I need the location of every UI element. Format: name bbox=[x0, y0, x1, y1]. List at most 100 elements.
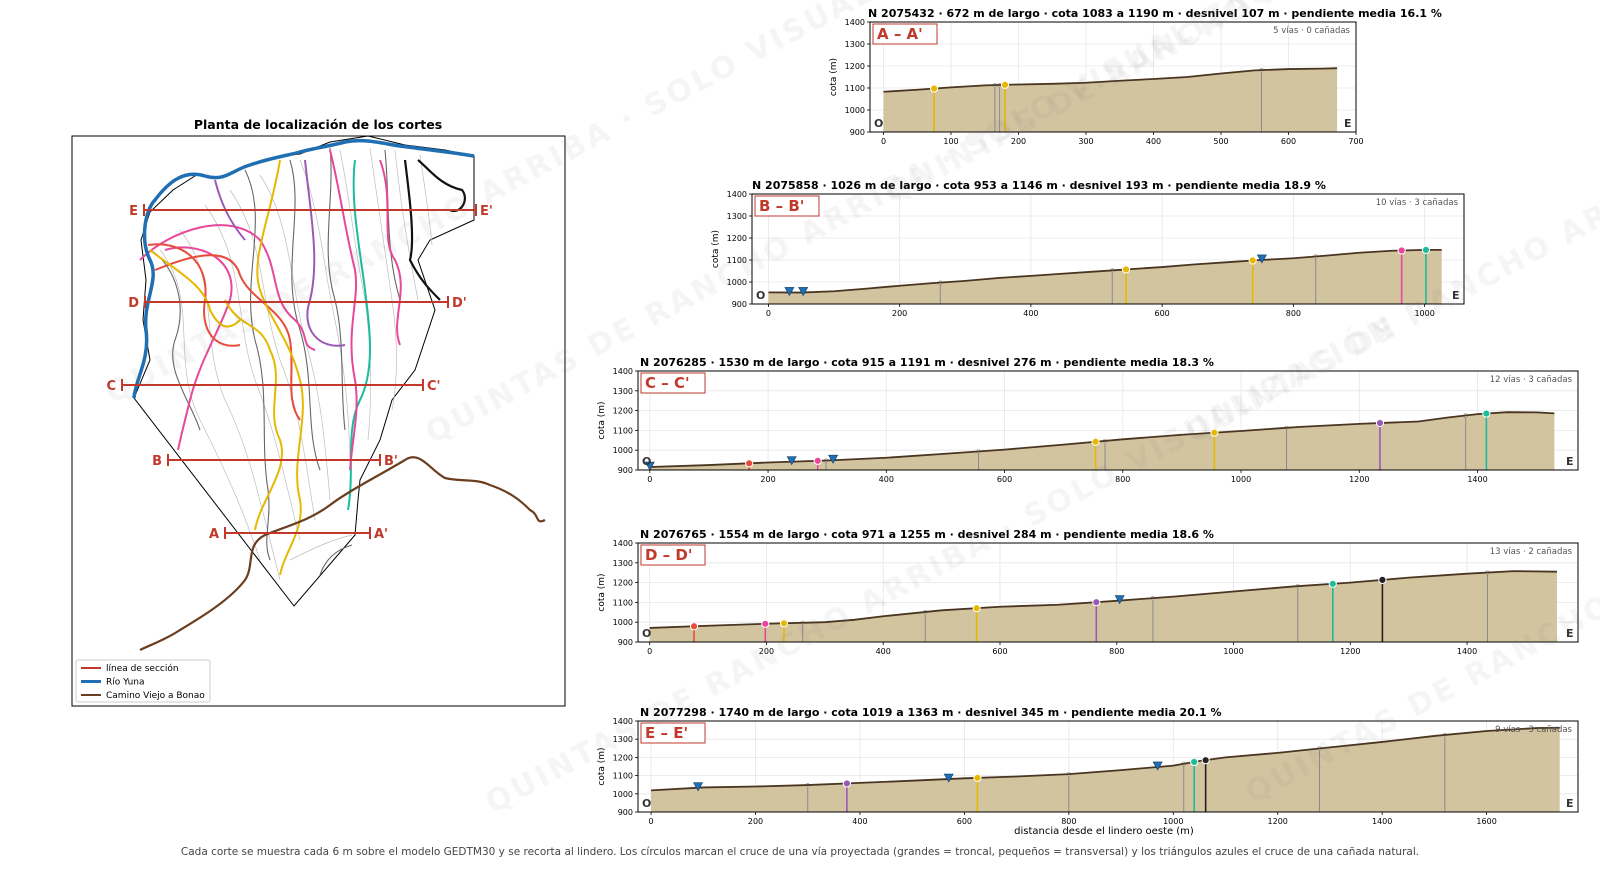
contour-index-lines bbox=[149, 147, 401, 576]
y-tick-label: 1300 bbox=[845, 40, 865, 49]
canada-marker bbox=[1114, 595, 1125, 605]
x-tick-label: 200 bbox=[759, 647, 774, 656]
canada-marker bbox=[644, 461, 655, 471]
road-crossing-marker bbox=[842, 779, 851, 788]
profile-header: N 2075432 · 672 m de largo · cota 1083 a… bbox=[868, 7, 1442, 20]
x-tick-label: 400 bbox=[852, 817, 867, 826]
x-tick-label: 600 bbox=[997, 475, 1012, 484]
x-tick-label: 400 bbox=[876, 647, 891, 656]
section-counts: 12 vías · 3 cañadas bbox=[1490, 375, 1573, 385]
east-label: E bbox=[1566, 797, 1574, 810]
terrain-area bbox=[768, 249, 1442, 304]
road-crossing-marker bbox=[1201, 756, 1210, 765]
section-label-west: A bbox=[209, 527, 219, 542]
road-crossing-marker bbox=[973, 773, 982, 782]
canada-marker bbox=[798, 287, 809, 297]
y-tick-label: 1300 bbox=[613, 735, 633, 744]
section-name-box bbox=[872, 23, 938, 45]
y-tick-label: 1100 bbox=[613, 426, 633, 435]
x-tick-label: 200 bbox=[748, 817, 763, 826]
section-label-east: E' bbox=[480, 204, 493, 219]
canada-marker bbox=[943, 773, 954, 783]
road-crossing-marker bbox=[779, 619, 789, 628]
x-tick-label: 1400 bbox=[1372, 817, 1392, 826]
y-tick-label: 900 bbox=[618, 808, 633, 817]
west-label: O bbox=[642, 455, 651, 468]
road-crossing-marker bbox=[1092, 598, 1101, 607]
section-label-west: C bbox=[106, 379, 116, 394]
y-tick-label: 1400 bbox=[613, 539, 633, 548]
y-axis-label: cota (m) bbox=[597, 747, 607, 785]
profile-header: N 2076285 · 1530 m de largo · cota 915 a… bbox=[640, 356, 1214, 369]
road-crossing-marker bbox=[1328, 579, 1337, 588]
terrain-area bbox=[883, 68, 1338, 132]
terrain-area bbox=[649, 412, 1555, 470]
canada-marker bbox=[1256, 254, 1267, 264]
y-tick-label: 1400 bbox=[727, 190, 747, 199]
y-tick-label: 1000 bbox=[727, 278, 747, 287]
section-name-box bbox=[754, 195, 820, 217]
profile-chart: N 2076765 · 1554 m de largo · cota 971 a… bbox=[597, 528, 1579, 656]
location-map: Planta de localización de los cortes bbox=[71, 117, 566, 707]
y-tick-label: 1200 bbox=[613, 579, 633, 588]
section-name: D – D' bbox=[645, 546, 692, 564]
x-tick-label: 600 bbox=[1281, 137, 1296, 146]
x-tick-label: 1200 bbox=[1268, 817, 1288, 826]
y-tick-label: 1200 bbox=[613, 753, 633, 762]
x-tick-label: 1400 bbox=[1467, 475, 1487, 484]
y-tick-label: 900 bbox=[618, 466, 633, 475]
road-crossing-marker bbox=[689, 622, 699, 631]
y-tick-label: 1200 bbox=[845, 62, 865, 71]
section-name-box bbox=[640, 722, 706, 744]
y-tick-label: 1000 bbox=[845, 106, 865, 115]
x-tick-label: 1400 bbox=[1457, 647, 1477, 656]
y-tick-label: 900 bbox=[732, 300, 747, 309]
x-tick-label: 500 bbox=[1213, 137, 1228, 146]
road-crossing-marker bbox=[1421, 245, 1431, 254]
y-tick-label: 1000 bbox=[613, 790, 633, 799]
plot-frame bbox=[637, 720, 1579, 813]
road-crossing-marker bbox=[745, 459, 754, 468]
road-crossing-marker bbox=[1091, 437, 1100, 446]
x-tick-label: 700 bbox=[1348, 137, 1363, 146]
y-tick-label: 1100 bbox=[613, 598, 633, 607]
road-crossing-marker bbox=[761, 619, 770, 628]
profile-header: N 2077298 · 1740 m de largo · cota 1019 … bbox=[640, 706, 1222, 719]
road-crossing-marker bbox=[930, 84, 939, 93]
profile-chart: N 2075858 · 1026 m de largo · cota 953 a… bbox=[711, 179, 1465, 318]
x-tick-label: 800 bbox=[1109, 647, 1124, 656]
y-tick-label: 1200 bbox=[613, 407, 633, 416]
y-tick-label: 1400 bbox=[613, 367, 633, 376]
road-crossing-marker bbox=[1482, 409, 1491, 418]
road-crossing-marker bbox=[1375, 418, 1385, 428]
plot-frame bbox=[751, 193, 1465, 305]
section-counts: 13 vías · 2 cañadas bbox=[1490, 547, 1573, 557]
west-label: O bbox=[756, 289, 765, 302]
y-axis-label: cota (m) bbox=[597, 401, 607, 439]
legend-label: línea de sección bbox=[106, 663, 179, 674]
section-name-box bbox=[640, 372, 706, 394]
x-tick-label: 0 bbox=[881, 137, 886, 146]
x-tick-label: 300 bbox=[1078, 137, 1093, 146]
x-tick-label: 400 bbox=[1146, 137, 1161, 146]
y-tick-label: 1100 bbox=[845, 84, 865, 93]
section-name: B – B' bbox=[759, 197, 804, 215]
section-name: E – E' bbox=[645, 724, 688, 742]
x-tick-label: 1600 bbox=[1476, 817, 1496, 826]
y-tick-label: 900 bbox=[850, 128, 865, 137]
profile-line bbox=[649, 411, 1555, 468]
profile-line bbox=[649, 570, 1557, 629]
section-name: C – C' bbox=[645, 374, 690, 392]
x-tick-label: 400 bbox=[879, 475, 894, 484]
canada-marker bbox=[693, 782, 704, 792]
x-tick-label: 0 bbox=[647, 647, 652, 656]
section-label-east: A' bbox=[374, 527, 388, 542]
plot-frame bbox=[637, 370, 1579, 471]
profile-header: N 2076765 · 1554 m de largo · cota 971 a… bbox=[640, 528, 1214, 541]
x-tick-label: 600 bbox=[1154, 309, 1169, 318]
east-label: E bbox=[1344, 117, 1352, 130]
section-counts: 9 vías · 3 cañadas bbox=[1495, 725, 1572, 735]
y-tick-label: 1300 bbox=[727, 212, 747, 221]
map-title: Planta de localización de los cortes bbox=[194, 117, 442, 132]
x-tick-label: 1000 bbox=[1231, 475, 1251, 484]
